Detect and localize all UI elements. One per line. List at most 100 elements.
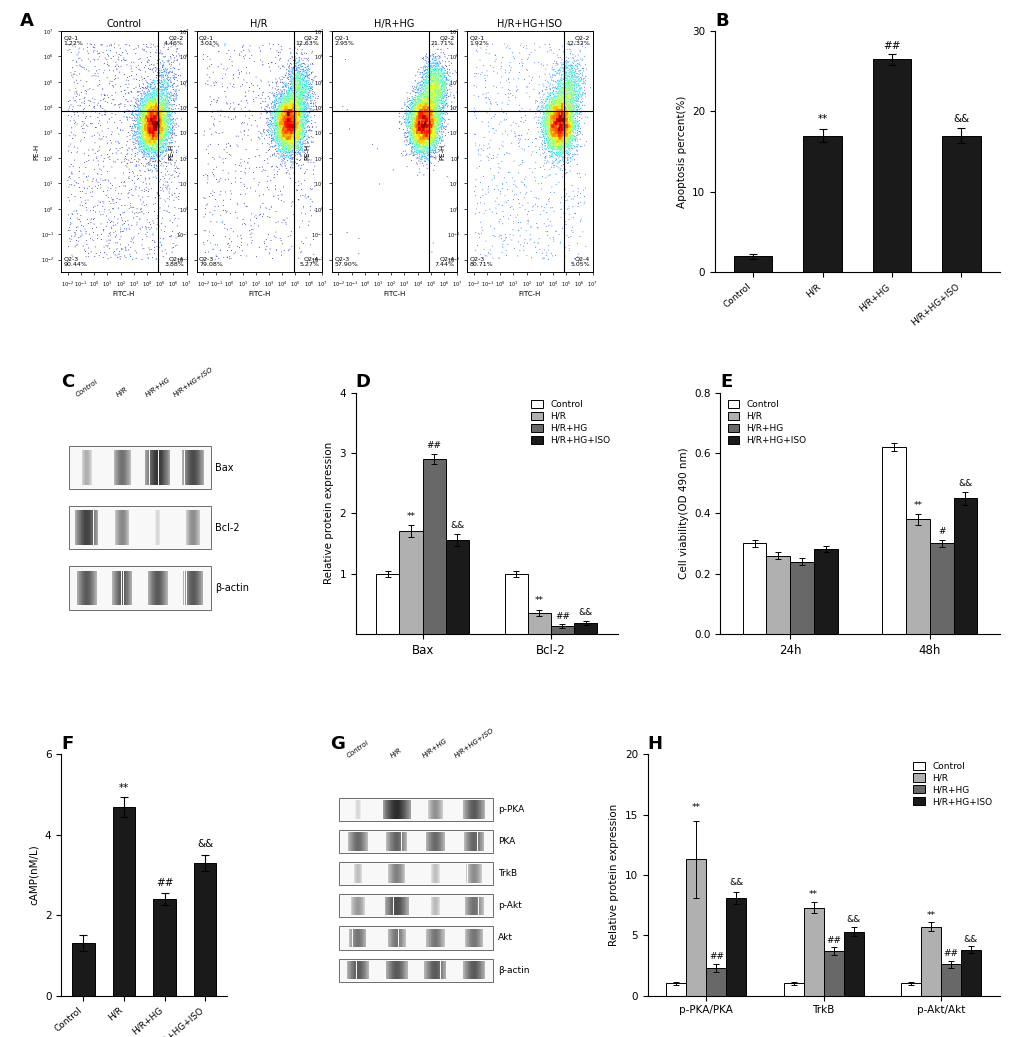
Point <box>433 71 449 87</box>
Point <box>293 131 310 147</box>
Point <box>153 132 169 148</box>
Point <box>417 122 433 139</box>
Point <box>282 112 299 129</box>
Point <box>406 111 422 128</box>
Point <box>162 111 178 128</box>
Point <box>277 130 293 146</box>
Point <box>411 125 427 142</box>
Point <box>285 130 302 146</box>
Point <box>554 105 571 121</box>
Point <box>286 142 303 159</box>
Point <box>428 111 444 128</box>
Point <box>149 111 165 128</box>
Point <box>419 137 435 153</box>
Point <box>416 95 432 112</box>
Point <box>419 121 435 138</box>
Point <box>266 104 282 120</box>
Point <box>571 86 587 103</box>
Point <box>153 137 169 153</box>
Point <box>166 207 182 224</box>
Point <box>202 120 218 137</box>
Point <box>148 110 164 127</box>
Point <box>281 133 298 149</box>
Point <box>551 120 568 137</box>
Point <box>430 61 446 78</box>
Point <box>145 115 161 132</box>
Point <box>283 123 300 140</box>
Point <box>158 87 174 104</box>
Point <box>553 99 570 115</box>
Point <box>570 76 586 92</box>
Point <box>116 99 132 115</box>
Point <box>404 139 420 156</box>
Point <box>303 151 319 168</box>
Point <box>147 122 163 139</box>
Point <box>550 115 567 132</box>
Point <box>290 80 307 96</box>
Point <box>408 110 424 127</box>
Point <box>284 133 301 149</box>
Point <box>408 119 424 136</box>
Point <box>501 164 518 180</box>
Point <box>425 114 441 131</box>
Point <box>96 55 112 72</box>
Point <box>412 138 428 155</box>
Point <box>144 113 160 130</box>
Point <box>274 101 290 117</box>
Point <box>413 139 429 156</box>
Point <box>417 115 433 132</box>
Point <box>276 112 292 129</box>
Point <box>288 133 305 149</box>
Point <box>427 124 443 141</box>
Point <box>156 115 172 132</box>
Point <box>131 84 148 101</box>
Point <box>421 87 437 104</box>
Point <box>278 95 294 112</box>
Point <box>414 86 430 103</box>
Point <box>403 106 419 122</box>
Point <box>278 119 294 136</box>
Point <box>271 86 287 103</box>
Point <box>438 65 454 82</box>
Point <box>546 121 562 138</box>
Point <box>150 103 166 119</box>
Point <box>411 105 427 121</box>
Point <box>290 80 307 96</box>
Point <box>142 122 158 139</box>
Point <box>279 115 296 132</box>
Point <box>133 136 150 152</box>
Point <box>148 116 164 133</box>
Point <box>559 83 576 100</box>
Point <box>409 96 425 113</box>
Point <box>149 128 165 144</box>
Point <box>139 123 155 140</box>
Point <box>420 118 436 135</box>
Point <box>144 108 160 124</box>
Point <box>399 106 416 122</box>
Point <box>552 128 569 144</box>
Point <box>279 162 296 178</box>
Point <box>424 90 440 107</box>
Point <box>279 117 296 134</box>
Point <box>429 80 445 96</box>
Point <box>415 120 431 137</box>
Point <box>430 51 446 67</box>
Point <box>107 183 123 199</box>
Point <box>550 93 567 110</box>
Point <box>414 121 430 138</box>
Point <box>413 87 429 104</box>
Point <box>422 60 438 77</box>
Point <box>560 88 577 105</box>
Point <box>296 75 312 91</box>
Point <box>416 74 432 90</box>
Point <box>547 113 564 130</box>
Point <box>297 72 313 88</box>
Point <box>420 104 436 120</box>
Point <box>418 107 434 123</box>
Point <box>549 104 566 120</box>
Point <box>289 68 306 85</box>
Point <box>418 50 434 66</box>
Point <box>268 114 284 131</box>
Point <box>150 124 166 141</box>
Point <box>131 115 148 132</box>
